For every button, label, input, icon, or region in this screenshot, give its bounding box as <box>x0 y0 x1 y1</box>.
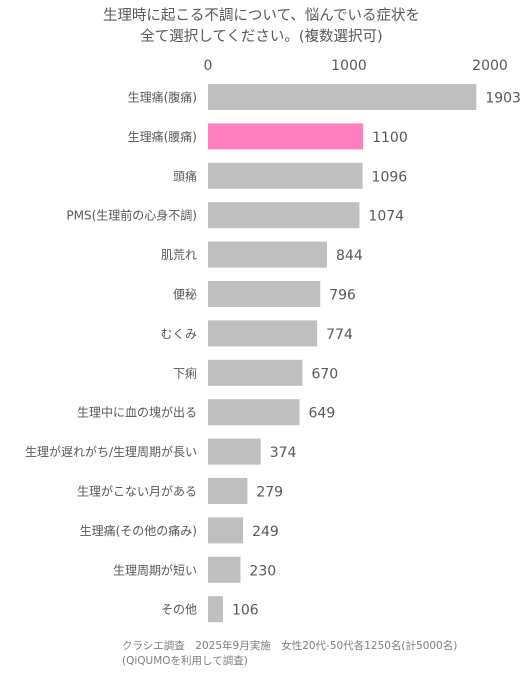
bar <box>208 399 300 426</box>
bar <box>208 241 328 268</box>
bar <box>208 517 244 544</box>
category-label: 生理周期が短い <box>113 562 197 577</box>
category-label: 便秘 <box>173 288 197 302</box>
category-label: 生理が遅れがち/生理周期が長い <box>25 444 197 459</box>
source-note: クラシエ調査 2025年9月実施 女性20代-50代各1250名(計5000名)… <box>122 639 457 669</box>
bar <box>208 202 360 229</box>
value-label: 374 <box>270 445 297 461</box>
value-label: 844 <box>336 248 363 264</box>
value-label: 1096 <box>372 169 408 185</box>
value-label: 1100 <box>372 130 408 146</box>
value-label: 1074 <box>368 209 404 225</box>
source-note-line-1: クラシエ調査 2025年9月実施 女性20代-50代各1250名(計5000名) <box>122 640 458 652</box>
value-label: 230 <box>249 563 276 579</box>
chart-title: 生理時に起こる不調について、悩んでいる症状を 全て選択してください。(複数選択可… <box>0 6 523 48</box>
bar <box>208 123 364 150</box>
bar <box>208 596 223 623</box>
category-label: 生理中に血の塊が出る <box>77 405 197 420</box>
category-label: 生理痛(腰痛) <box>128 129 197 144</box>
value-label: 796 <box>329 288 356 304</box>
x-tick-label: 2000 <box>472 58 508 74</box>
x-tick-label: 1000 <box>331 58 367 74</box>
bar <box>208 438 261 465</box>
bar <box>208 359 303 386</box>
category-label: 頭痛 <box>173 168 197 183</box>
value-label: 106 <box>232 603 259 619</box>
x-tick-label: 0 <box>204 58 213 74</box>
value-label: 1903 <box>485 91 521 107</box>
category-label: その他 <box>161 603 197 617</box>
category-label: 生理痛(その他の痛み) <box>80 523 197 538</box>
bar <box>208 320 318 347</box>
value-label: 774 <box>326 327 353 343</box>
category-label: 下痢 <box>173 365 197 380</box>
category-label: むくみ <box>161 327 197 341</box>
bar <box>208 556 241 583</box>
category-label: 生理痛(腹痛) <box>128 90 197 105</box>
bar <box>208 281 321 307</box>
bar <box>208 478 248 504</box>
value-label: 249 <box>252 524 279 540</box>
source-note-line-2: (QiQUMOを利用して調査) <box>122 655 248 667</box>
chart-title-line-1: 生理時に起こる不調について、悩んでいる症状を <box>102 8 421 24</box>
value-label: 279 <box>256 485 283 501</box>
bar <box>208 84 477 110</box>
value-label: 649 <box>309 406 336 422</box>
chart-title-line-2: 全て選択してください。(複数選択可) <box>140 29 383 45</box>
category-label: PMS(生理前の心身不調) <box>66 208 197 223</box>
bar <box>208 162 363 189</box>
category-label: 生理がこない月がある <box>77 484 197 499</box>
value-label: 670 <box>311 366 338 382</box>
category-label: 肌荒れ <box>161 248 197 262</box>
